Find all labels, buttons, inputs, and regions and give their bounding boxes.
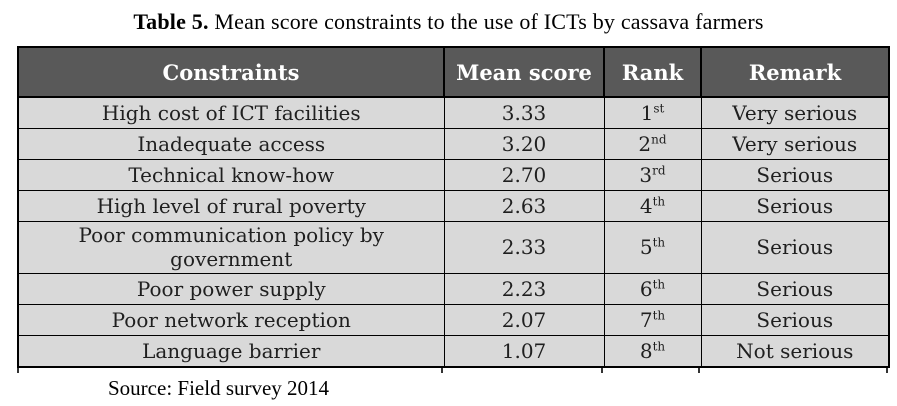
constraints-table: Constraints Mean score Rank Remark High … [17,46,890,368]
remark-cell: Serious [700,303,890,336]
table-row: High level of rural poverty 2.63 4th Seriou… [17,190,890,222]
table-row: Poor power supply 2.23 6th Serious [17,272,890,305]
constraint-cell: Technical know-how [17,159,445,191]
table-row: Inadequate access 3.20 2nd Very serious [17,128,890,160]
constraint-cell: High level of rural poverty [17,190,445,222]
header-cell-rank: Rank [603,46,702,98]
rank-ordinal-suffix: th [652,307,666,322]
rank-ordinal-suffix: st [653,101,665,116]
constraint-cell: Poor power supply [17,272,445,305]
remark-cell: Serious [700,159,890,191]
rank-cell: 3rd [603,159,702,191]
table-row: Technical know-how 2.70 3rd Serious [17,159,890,191]
rank-cell: 7th [603,303,702,336]
header-cell-mean-score: Mean score [443,46,605,98]
rank-ordinal-suffix: th [652,235,666,250]
remark-cell: Very serious [700,128,890,160]
table-row: High cost of ICT facilities 3.33 1st Very s… [17,96,890,129]
table-header-row: Constraints Mean score Rank Remark [17,46,890,98]
constraint-cell: Language barrier [17,334,445,368]
table-clipped-row-stub [17,367,888,373]
source-note: Source: Field survey 2014 [108,375,330,400]
mean-score-cell: 2.70 [443,159,605,191]
mean-score-cell: 2.63 [443,190,605,222]
rank-ordinal-suffix: th [652,338,666,353]
table-body: High cost of ICT facilities 3.33 1st Very s… [17,96,890,368]
table-title-text: Mean score constraints to the use of ICT… [208,9,764,34]
constraint-cell: High cost of ICT facilities [17,96,445,129]
rank-ordinal-suffix: th [652,194,666,209]
table-title: Table 5. Mean score constraints to the u… [0,0,897,46]
mean-score-cell: 2.23 [443,272,605,305]
rank-ordinal-suffix: nd [651,132,667,147]
mean-score-cell: 3.20 [443,128,605,160]
remark-cell: Not serious [700,334,890,368]
mean-score-cell: 2.07 [443,303,605,336]
mean-score-cell: 1.07 [443,334,605,368]
rank-ordinal-suffix: th [652,276,666,291]
rank-cell: 6th [603,272,702,305]
rank-cell: 4th [603,190,702,222]
clipped-column-line [601,367,603,373]
table-row: Poor network reception 2.07 7th Serious [17,303,890,336]
rank-cell: 8th [603,334,702,368]
table-row: Language barrier 1.07 8th Not serious [17,334,890,368]
remark-cell: Very serious [700,96,890,129]
constraint-cell: Poor communication policy by government [17,221,445,274]
remark-cell: Serious [700,221,890,274]
mean-score-cell: 3.33 [443,96,605,129]
mean-score-cell: 2.33 [443,221,605,274]
clipped-column-line [886,367,888,373]
table-row: Poor communication policy by government 2… [17,221,890,274]
clipped-column-line [698,367,700,373]
header-cell-remark: Remark [700,46,890,98]
table-title-label: Table 5. [133,9,209,34]
rank-cell: 2nd [603,128,702,160]
header-cell-constraints: Constraints [17,46,445,98]
clipped-column-line [17,367,19,373]
remark-cell: Serious [700,272,890,305]
rank-ordinal-suffix: rd [652,163,666,178]
constraint-cell: Poor network reception [17,303,445,336]
constraint-cell: Inadequate access [17,128,445,160]
rank-cell: 5th [603,221,702,274]
clipped-column-line [441,367,443,373]
rank-cell: 1st [603,96,702,129]
remark-cell: Serious [700,190,890,222]
